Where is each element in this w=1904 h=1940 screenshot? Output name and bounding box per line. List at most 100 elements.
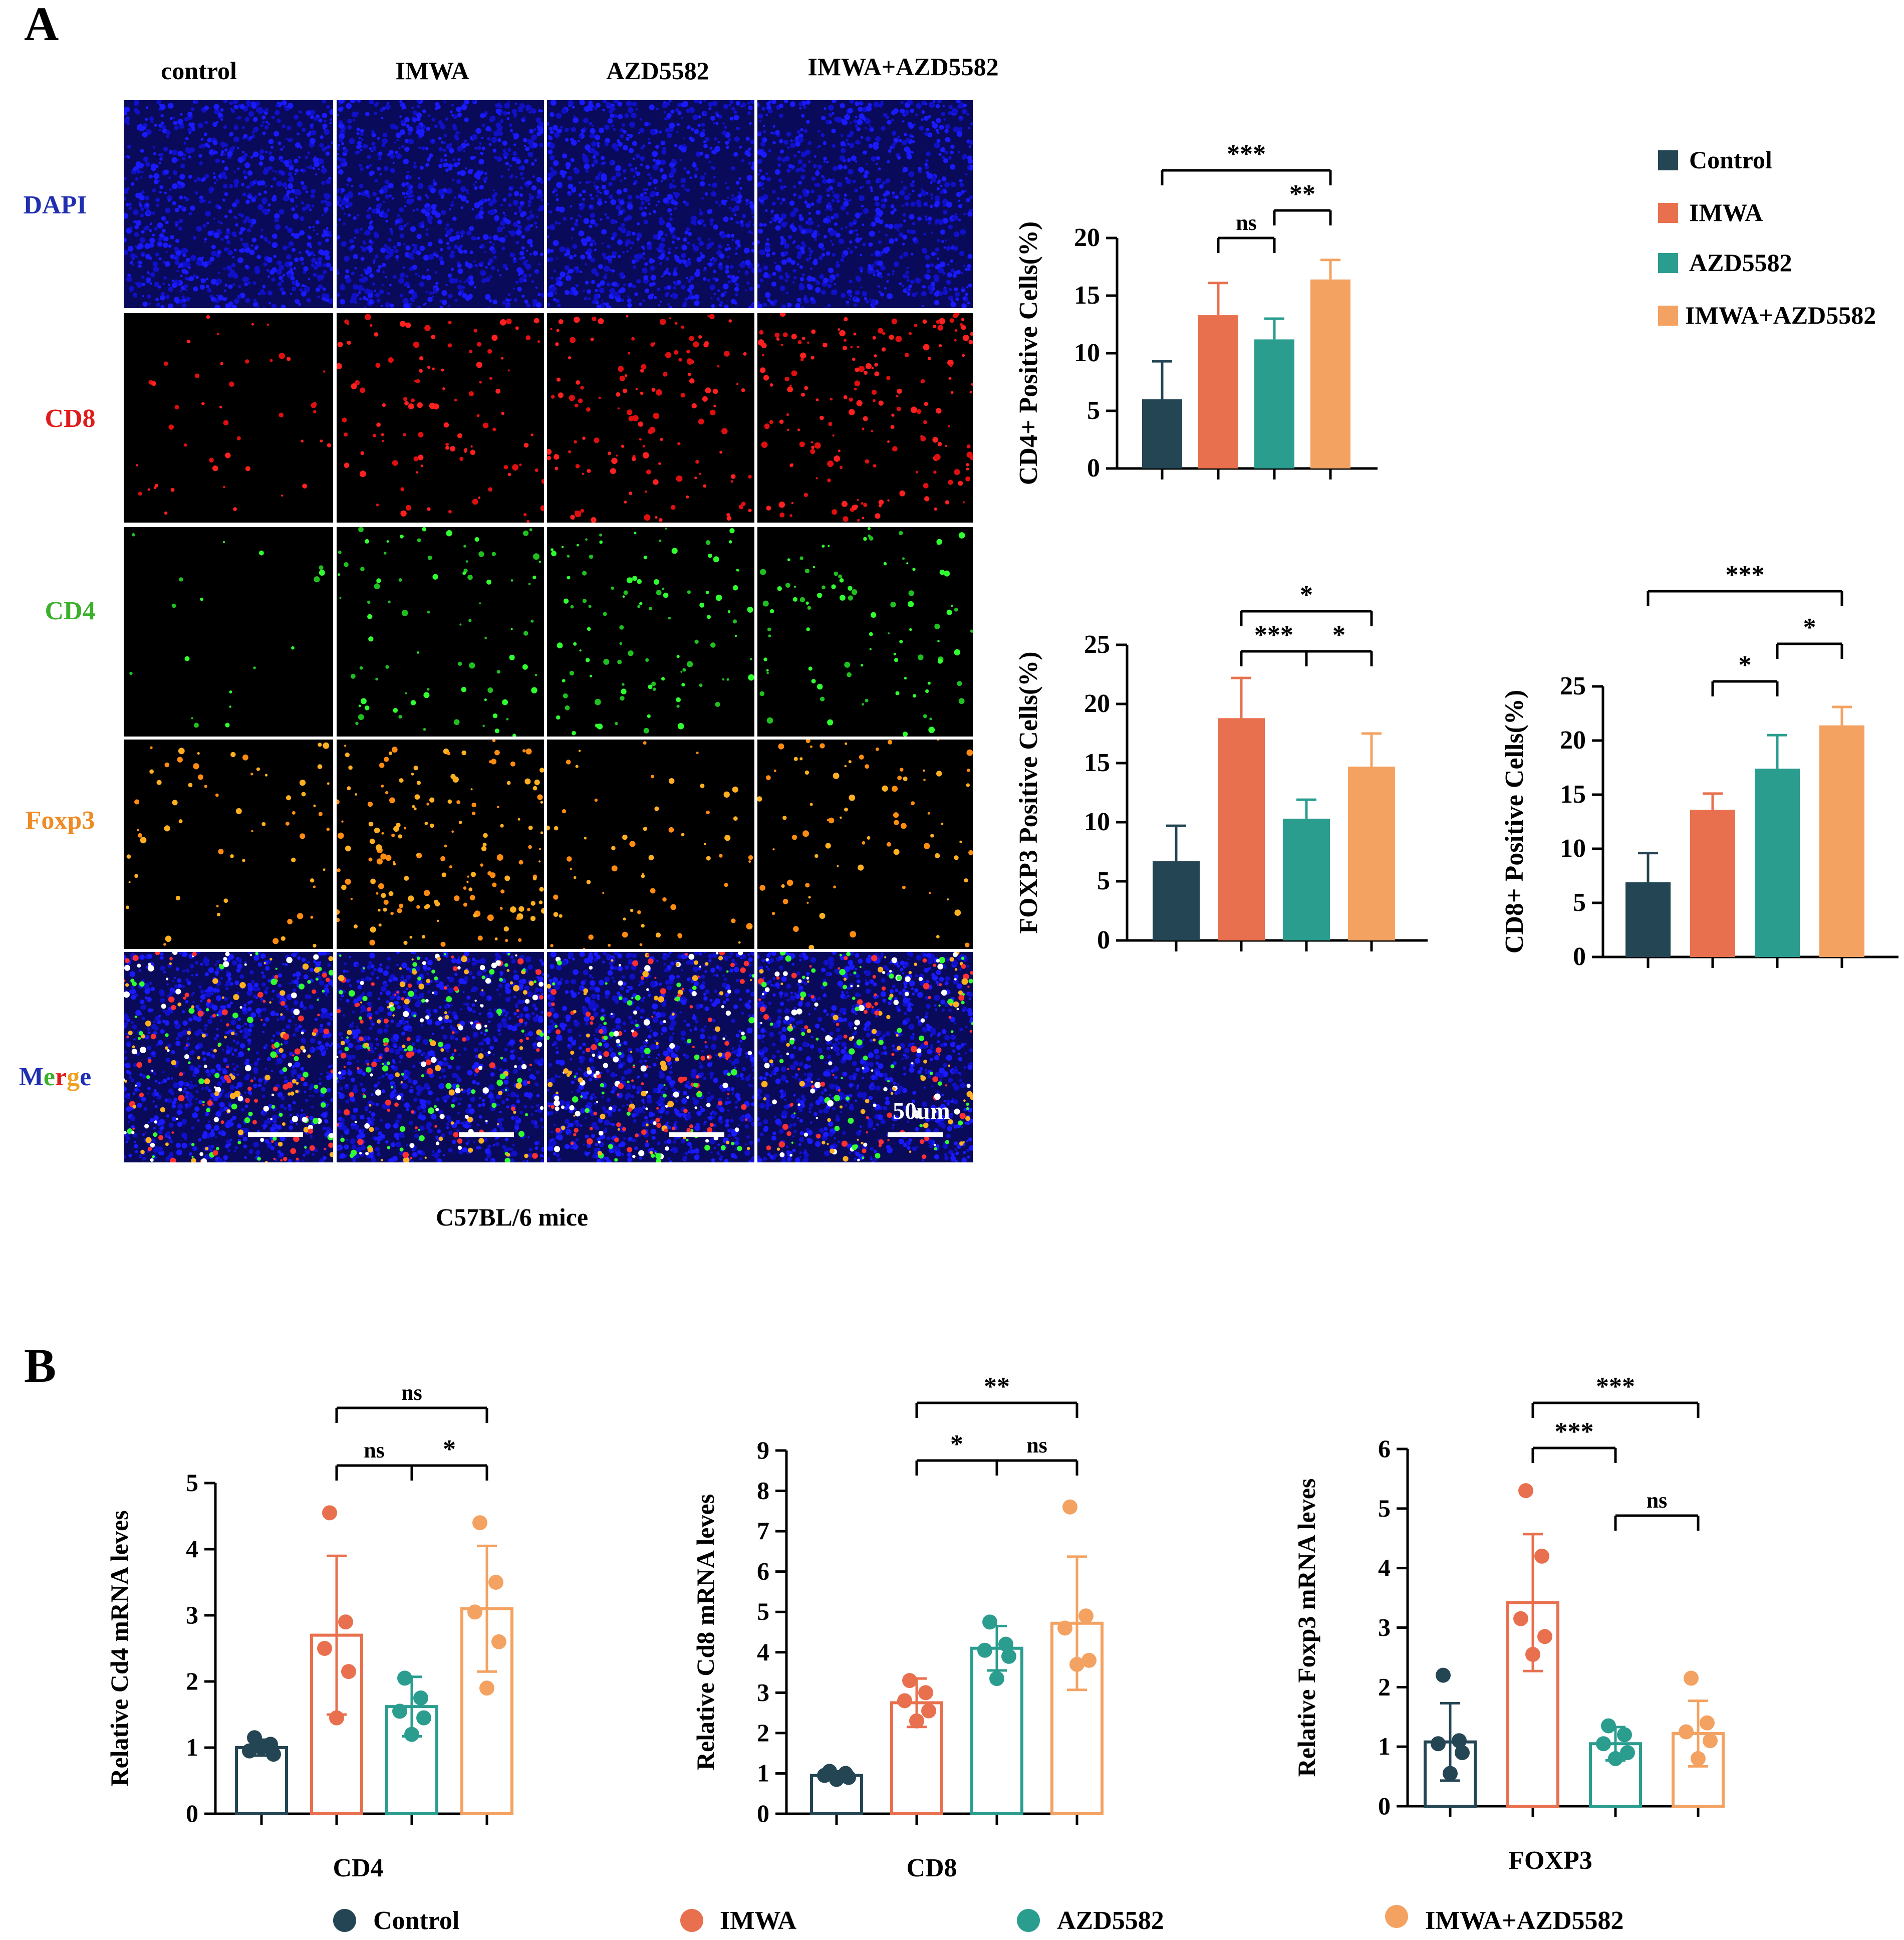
row-label-dapi: DAPI (23, 191, 87, 219)
merge-letter: M (19, 1063, 44, 1091)
significance-label: * (1803, 613, 1816, 642)
data-point (1620, 1745, 1635, 1761)
legend-b-label-azd5582: AZD5582 (1057, 1906, 1164, 1935)
data-point (1601, 1718, 1616, 1734)
significance-label: * (1332, 621, 1345, 649)
data-point (341, 1664, 356, 1679)
y-tick-label: 25 (1084, 630, 1110, 659)
y-tick-label: 3 (757, 1678, 769, 1706)
y-tick-label: 10 (1084, 808, 1110, 836)
significance-label: * (1739, 651, 1752, 679)
y-tick-label: 2 (1378, 1672, 1391, 1701)
micrograph-dapi-control (124, 100, 333, 308)
bar-imwa-azd5582 (1819, 725, 1864, 957)
significance-label: *** (1555, 1417, 1594, 1446)
data-point (491, 1634, 506, 1649)
data-point (416, 1710, 431, 1726)
significance-label: ns (1647, 1488, 1668, 1513)
y-tick-label: 0 (186, 1799, 198, 1827)
legend-swatch-control (1658, 150, 1678, 170)
micrograph-caption: C57BL/6 mice (436, 1203, 589, 1231)
legend-label-imwa: IMWA (1689, 198, 1763, 226)
row-label-merge: Merge (0, 1062, 110, 1092)
y-tick-label: 10 (1560, 834, 1586, 863)
data-point (829, 1772, 844, 1787)
y-tick-label: 20 (1560, 726, 1586, 755)
micrograph-dapi-azd5582 (547, 100, 754, 308)
bar-azd5582 (1755, 769, 1800, 957)
data-point (1525, 1646, 1540, 1662)
data-point (977, 1642, 992, 1658)
y-tick-label: 1 (757, 1759, 769, 1787)
legend-swatch-azd5582 (1658, 253, 1678, 273)
significance-label: *** (1254, 621, 1293, 649)
data-point (413, 1690, 428, 1706)
data-point (1069, 1656, 1084, 1672)
y-tick-label: 15 (1084, 749, 1110, 777)
data-point (266, 1747, 281, 1762)
data-point (1534, 1548, 1549, 1564)
data-point (1431, 1736, 1446, 1752)
y-tick-label: 4 (1378, 1554, 1391, 1582)
data-point (1679, 1724, 1694, 1740)
micrograph-cd4-imwa (337, 527, 544, 737)
scale-bar (459, 1132, 514, 1137)
data-point (479, 1680, 494, 1696)
micrograph-cd4-imwa-azd5582 (757, 527, 973, 737)
y-tick-label: 20 (1074, 223, 1100, 252)
scale-bar-label: 50um (893, 1098, 950, 1124)
legend-b-label-control: Control (373, 1906, 460, 1935)
data-point (1537, 1629, 1552, 1644)
data-point (338, 1614, 353, 1630)
data-point (909, 1713, 924, 1729)
legend-dot-imwa (680, 1909, 703, 1932)
micrograph-cd8-control (124, 313, 333, 523)
y-tick-label: 5 (186, 1469, 198, 1497)
y-axis-label: Relative Foxp3 mRNA leves (1292, 1479, 1320, 1777)
legend-b-label-imwa: IMWA (720, 1906, 797, 1935)
data-point (1436, 1667, 1451, 1683)
legend-label-control: Control (1689, 146, 1772, 174)
y-tick-label: 5 (1087, 396, 1100, 425)
micrograph-merge-imwa-azd5582 (757, 952, 973, 1162)
chart-foxp3-mrna: 0 1 2 3 4 5 6 ****** ns Relative Foxp3 mRNA leves… (1292, 1372, 1725, 1875)
data-point (1001, 1648, 1016, 1664)
data-point (897, 1693, 912, 1709)
data-point (1443, 1766, 1458, 1781)
merge-letter: g (67, 1063, 80, 1091)
data-point (902, 1673, 917, 1688)
micrograph-dapi-imwa-azd5582 (757, 100, 973, 308)
column-header-imwa: IMWA (395, 57, 469, 85)
legend-dot-control (333, 1909, 356, 1932)
y-tick-label: 1 (1378, 1732, 1391, 1760)
y-tick-label: 5 (1097, 867, 1110, 895)
y-tick-label: 4 (186, 1535, 198, 1563)
panel-label-a: A (24, 0, 59, 51)
data-point (1617, 1727, 1632, 1743)
significance-label: *** (1596, 1372, 1635, 1401)
data-point (982, 1614, 997, 1630)
legend-b-label-imwa-azd5582: IMWA+AZD5582 (1425, 1906, 1624, 1935)
y-tick-label: 20 (1084, 689, 1110, 718)
y-axis-label: FOXP3 Positive Cells(%) (1014, 651, 1043, 933)
data-point (989, 1671, 1004, 1686)
significance-label: ns (1236, 210, 1257, 235)
y-tick-label: 2 (757, 1719, 769, 1747)
column-header-imwa-azd5582: IMWA+AZD5582 (807, 53, 999, 81)
data-point (1452, 1733, 1467, 1749)
y-tick-label: 9 (757, 1436, 769, 1464)
y-axis-label: CD8+ Positive Cells(%) (1500, 690, 1529, 953)
y-tick-label: 25 (1560, 672, 1586, 700)
legend-panel-a: Control IMWA AZD5582 IMWA+AZD5582 (1653, 145, 1903, 336)
y-tick-label: 8 (757, 1477, 769, 1505)
data-point (1518, 1483, 1533, 1499)
data-point (1062, 1499, 1077, 1515)
significance-label: *** (1726, 561, 1765, 589)
significance-label: ** (1289, 180, 1315, 208)
legend-panel-b: Control IMWA AZD5582 IMWA+AZD5582 (0, 1904, 1904, 1940)
y-tick-label: 10 (1074, 339, 1100, 367)
y-tick-label: 1 (186, 1733, 198, 1761)
